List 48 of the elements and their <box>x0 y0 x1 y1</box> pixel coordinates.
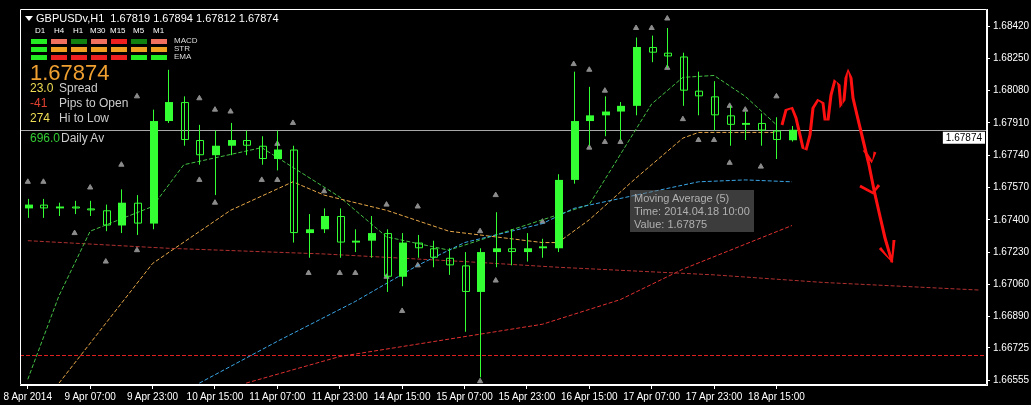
x-tick-label: 11 Apr 07:00 <box>249 390 306 402</box>
annotation: -41 <box>30 96 48 110</box>
x-tick-label: 10 Apr 15:00 <box>186 390 244 402</box>
x-tick-label: 15 Apr 23:00 <box>498 390 556 402</box>
annotation: M15 <box>110 26 126 35</box>
ref-line-label: 1.67874 <box>945 131 983 143</box>
y-tick-label: 1.67910 <box>993 116 1030 128</box>
y-tick-label: 1.67570 <box>993 181 1030 193</box>
y-tick-label: 1.66555 <box>993 374 1030 385</box>
y-tick-label: 1.68420 <box>993 19 1030 31</box>
annotation: M1 <box>153 26 165 35</box>
annotation: 274 <box>30 111 51 125</box>
annotation: Spread <box>59 81 98 95</box>
annotation: 696.0 <box>30 131 61 145</box>
y-tick-label: 1.68250 <box>993 52 1030 64</box>
annotation: EMA <box>174 52 192 61</box>
annotation: Daily Av <box>61 131 105 145</box>
y-tick-label: 1.66725 <box>993 341 1030 353</box>
annotation: H1 <box>73 26 84 35</box>
annotation: M5 <box>133 26 145 35</box>
x-tick-label: 17 Apr 07:00 <box>623 390 681 402</box>
annotation: Time: 2014.04.18 10:00 <box>634 205 750 217</box>
annotation: M30 <box>90 26 106 35</box>
annotation: Hi to Low <box>59 111 110 125</box>
annotation: Pips to Open <box>59 96 129 110</box>
annotation: D1 <box>35 26 46 35</box>
x-tick-label: 18 Apr 15:00 <box>748 390 806 402</box>
chart-title: GBPUSDv,H1 1.67819 1.67894 1.67812 1.67874 <box>36 12 279 24</box>
annotation: 23.0 <box>30 81 54 95</box>
y-tick-label: 1.68080 <box>993 84 1030 96</box>
x-tick-label: 15 Apr 07:00 <box>436 390 494 402</box>
y-tick-label: 1.67060 <box>993 278 1030 290</box>
y-tick-label: 1.67400 <box>993 213 1030 225</box>
x-tick-label: 17 Apr 23:00 <box>685 390 743 402</box>
annotation: STR <box>174 44 190 53</box>
x-tick-label: 9 Apr 23:00 <box>126 390 179 402</box>
y-tick-label: 1.66890 <box>993 310 1030 322</box>
x-tick-label: 9 Apr 07:00 <box>64 390 117 402</box>
annotation: MACD <box>174 36 198 45</box>
y-tick-label: 1.67740 <box>993 148 1030 160</box>
annotation: Value: 1.67875 <box>634 218 708 230</box>
y-tick-label: 1.67230 <box>993 245 1030 257</box>
x-tick-label: 14 Apr 15:00 <box>373 390 431 402</box>
x-tick-label: 8 Apr 2014 <box>3 390 53 402</box>
annotation: Moving Average (5) <box>634 192 730 204</box>
x-tick-label: 11 Apr 23:00 <box>311 390 369 402</box>
annotation: H4 <box>54 26 65 35</box>
x-tick-label: 16 Apr 15:00 <box>560 390 619 402</box>
